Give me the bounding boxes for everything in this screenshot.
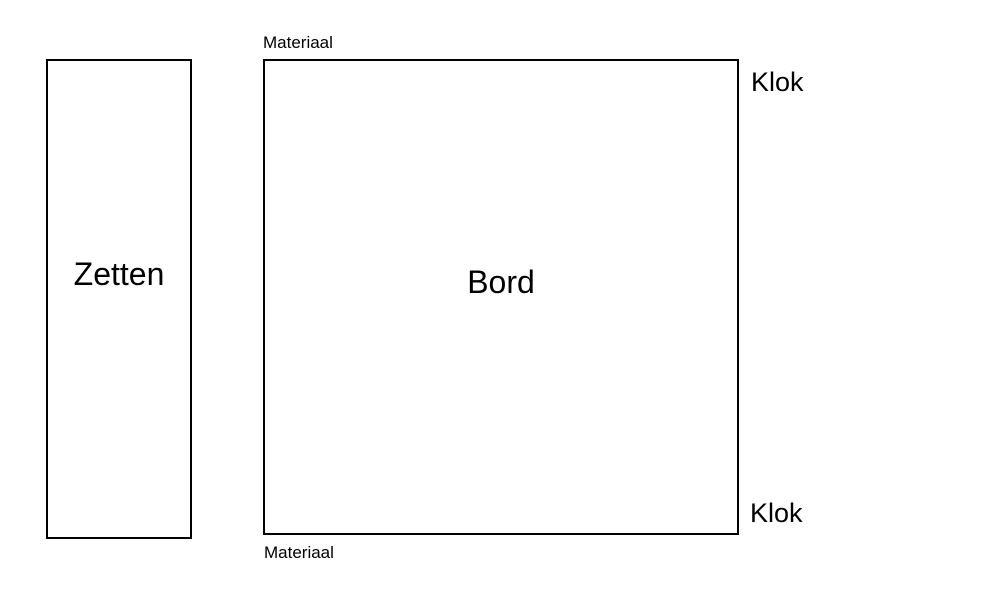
material-top-label: Materiaal bbox=[263, 33, 333, 52]
clock-bottom-label: Klok bbox=[750, 498, 803, 528]
moves-panel-label: Zetten bbox=[73, 256, 165, 292]
moves-panel: Zetten bbox=[46, 59, 192, 539]
clock-top-label: Klok bbox=[751, 67, 804, 97]
board-label: Bord bbox=[467, 264, 535, 300]
board: Bord bbox=[263, 59, 739, 535]
material-bottom-label: Materiaal bbox=[264, 543, 334, 562]
